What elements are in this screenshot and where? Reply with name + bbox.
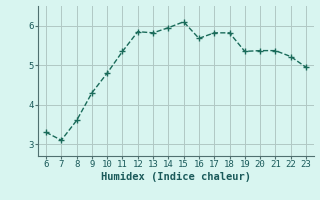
X-axis label: Humidex (Indice chaleur): Humidex (Indice chaleur) bbox=[101, 172, 251, 182]
